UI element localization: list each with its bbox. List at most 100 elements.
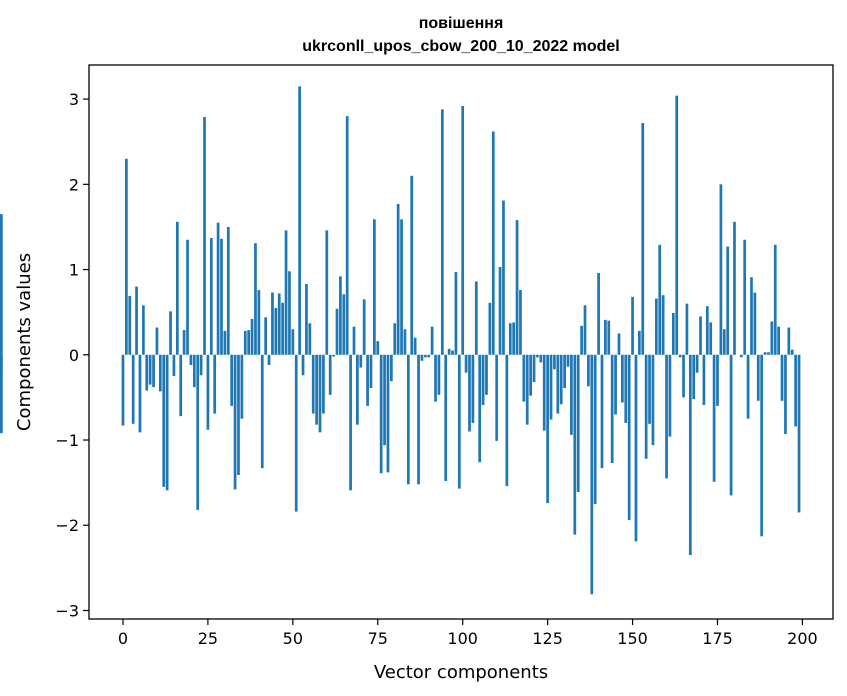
bar-151 xyxy=(634,354,638,542)
bar-138 xyxy=(590,354,594,595)
bar-198 xyxy=(794,354,797,427)
bar-32 xyxy=(230,354,234,406)
bar-86 xyxy=(413,337,417,355)
bar-128 xyxy=(556,354,560,414)
bar-183 xyxy=(743,239,747,355)
y-tick-label: −2 xyxy=(55,516,79,535)
bar-146 xyxy=(617,333,621,355)
y-tick-label: −3 xyxy=(55,601,79,620)
bar-190 xyxy=(767,352,770,355)
bar-71 xyxy=(362,299,366,355)
bar-167 xyxy=(688,354,692,556)
bar-144 xyxy=(610,354,614,464)
bar-130 xyxy=(563,354,566,389)
bar-37 xyxy=(247,330,251,355)
bar-75 xyxy=(376,341,380,355)
bar-177 xyxy=(722,329,726,355)
bar-49 xyxy=(288,271,291,355)
bar-169 xyxy=(695,354,699,373)
bar-40 xyxy=(257,290,261,355)
bar-131 xyxy=(566,354,570,367)
bar-96 xyxy=(447,348,451,355)
bar-25 xyxy=(206,354,210,430)
bar-69 xyxy=(356,354,359,425)
bar-33 xyxy=(233,354,237,490)
x-tick-label: 0 xyxy=(118,629,128,648)
bar-68 xyxy=(352,326,356,355)
bar-85 xyxy=(410,175,414,355)
bar-88 xyxy=(420,354,424,361)
bar-176 xyxy=(719,184,723,355)
bar-111 xyxy=(498,267,502,355)
bar-106 xyxy=(481,354,485,406)
bar-84 xyxy=(406,354,410,485)
bar-160 xyxy=(665,354,668,479)
bar-139 xyxy=(593,354,597,504)
bar-82 xyxy=(400,219,403,355)
bar-145 xyxy=(614,354,617,415)
bar-103 xyxy=(471,354,475,423)
bar-54 xyxy=(305,284,308,355)
bar-164 xyxy=(678,354,682,358)
bar-8 xyxy=(148,354,152,385)
bar-61 xyxy=(328,354,332,395)
bar-87 xyxy=(417,354,420,485)
bar-168 xyxy=(692,354,696,400)
bar-165 xyxy=(682,354,685,398)
bar-134 xyxy=(576,354,580,492)
bar-157 xyxy=(654,298,658,355)
bar-41 xyxy=(260,354,264,469)
bar-173 xyxy=(709,322,713,355)
bar-199 xyxy=(797,354,801,513)
bar-51 xyxy=(294,354,298,512)
bar-13 xyxy=(165,354,169,491)
bar-156 xyxy=(651,354,655,446)
bar-21 xyxy=(192,354,196,388)
bar-186 xyxy=(753,292,757,355)
bar-171 xyxy=(702,354,706,406)
y-axis-ticks: −3 −2 −1 0 1 2 3 xyxy=(55,90,89,620)
bar-136 xyxy=(583,305,587,355)
bar-117 xyxy=(519,290,522,355)
bar-59 xyxy=(322,354,325,414)
bar-7 xyxy=(145,354,149,391)
bar-83 xyxy=(403,329,407,355)
bar-12 xyxy=(162,354,166,487)
x-axis-ticks: 0 25 50 75 100 125 150 175 200 xyxy=(118,619,818,648)
bar-undefined xyxy=(0,214,3,355)
bar-137 xyxy=(587,354,590,387)
bar-27 xyxy=(213,354,217,414)
bar-122 xyxy=(536,354,539,358)
bar-26 xyxy=(209,238,213,355)
bar-133 xyxy=(573,354,577,535)
bar-6 xyxy=(142,305,145,355)
bar-91 xyxy=(430,326,434,355)
bar-158 xyxy=(658,244,662,355)
bar-100 xyxy=(461,105,465,355)
bar-39 xyxy=(254,243,257,355)
bar-105 xyxy=(478,354,482,463)
x-axis-label: Vector components xyxy=(374,662,548,683)
bar-197 xyxy=(790,349,794,355)
bar-76 xyxy=(379,354,383,474)
bar-66 xyxy=(345,116,349,355)
bar-193 xyxy=(777,326,780,355)
bar-45 xyxy=(274,307,278,355)
bar-135 xyxy=(580,325,583,355)
bar-92 xyxy=(434,354,437,402)
bar-53 xyxy=(301,354,305,376)
bar-2 xyxy=(128,295,132,355)
bar-38 xyxy=(250,318,254,355)
bar-141 xyxy=(600,354,604,469)
bar-24 xyxy=(203,116,206,355)
y-tick-label: 3 xyxy=(69,90,79,109)
bar-116 xyxy=(515,220,519,355)
x-tick-label: 25 xyxy=(198,629,218,648)
bar-62 xyxy=(332,354,335,357)
x-tick-label: 50 xyxy=(283,629,303,648)
bar-77 xyxy=(383,354,386,446)
bar-109 xyxy=(491,131,495,355)
bar-48 xyxy=(284,230,288,355)
bar-147 xyxy=(621,354,624,403)
